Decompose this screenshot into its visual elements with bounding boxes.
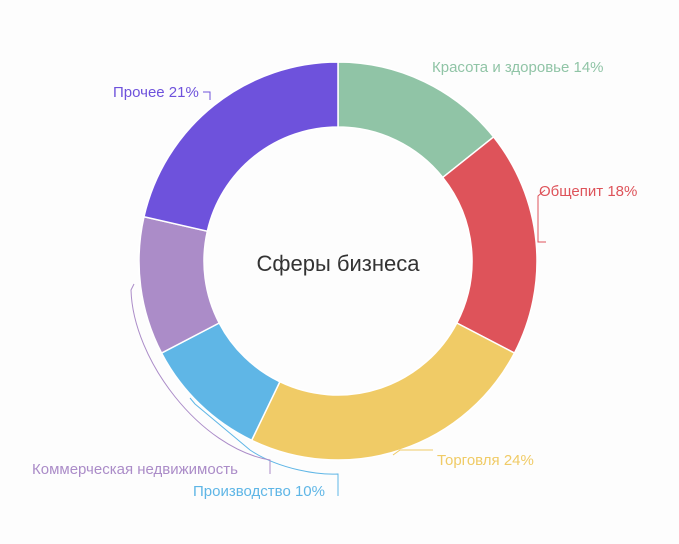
donut-slice: [143, 61, 339, 233]
slice-label: Коммерческая недвижимость: [32, 461, 238, 478]
donut-slice: [441, 135, 538, 355]
slice-label: Прочее 21%: [113, 84, 199, 101]
slice-label: Производство 10%: [193, 483, 325, 500]
leader-line: [130, 283, 271, 474]
leader-line: [537, 189, 546, 243]
slice-label: Общепит 18%: [539, 183, 637, 200]
labels-group: Красота и здоровье 14% Общепит 18% Торговл…: [32, 59, 637, 500]
slices-group: [138, 61, 538, 461]
leader-line: [203, 91, 211, 100]
leader-line: [392, 449, 433, 456]
leader-line: [189, 397, 339, 496]
leader-lines-group: [130, 91, 546, 496]
donut-slice: [250, 321, 516, 461]
chart-title: Сферы бизнеса: [257, 251, 421, 276]
slice-label: Красота и здоровье 14%: [432, 59, 604, 76]
slice-label: Торговля 24%: [437, 452, 534, 469]
